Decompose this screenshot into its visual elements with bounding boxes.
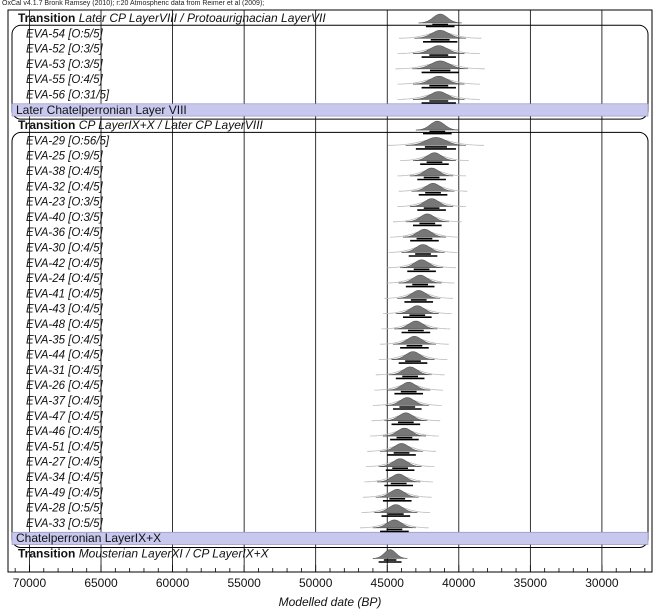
posterior-curve [409, 167, 454, 177]
phase-band-1 [11, 531, 649, 545]
posterior-curve [418, 13, 462, 24]
posterior-curve [382, 427, 426, 437]
posterior-curve [401, 244, 445, 253]
sample-label: EVA-43 [O:4/5] [26, 304, 104, 316]
posterior-curve [388, 366, 432, 376]
sample-label: EVA-30 [O:4/5] [26, 243, 104, 255]
posterior-curve [412, 75, 465, 85]
sample-label: EVA-36 [O:4/5] [26, 227, 104, 239]
x-tick-label: 65000 [84, 576, 118, 590]
transition-bold: Transition [18, 11, 79, 25]
posterior-curve [409, 198, 454, 207]
transition-label: Transition Later CP LayerVIII / Protoaur… [18, 11, 326, 25]
posterior-curve [394, 320, 438, 330]
sample-label: EVA-49 [O:4/5] [26, 487, 104, 499]
posterior-curve [375, 489, 419, 498]
posterior-curve [412, 91, 465, 100]
sample-label: EVA-35 [O:4/5] [26, 334, 104, 346]
sample-label: EVA-41 [O:4/5] [26, 288, 104, 300]
sample-label: EVA-54 [O:5/5] [26, 28, 104, 40]
sample-label: EVA-52 [O:3/5] [26, 44, 104, 56]
posterior-curve [379, 443, 424, 452]
posterior-curve [415, 120, 459, 131]
posterior-curve [384, 412, 428, 422]
posterior-curve [405, 213, 449, 223]
oxcal-header: OxCal v4.1.7 Bronk Ramsey (2010); r:20 A… [2, 0, 265, 7]
posterior-curve [402, 228, 446, 238]
transition-bold: Transition [18, 118, 79, 132]
posterior-curve [412, 152, 456, 161]
transition-label: Transition CP LayerIX+X / Later CP Layer… [18, 118, 264, 132]
sample-label: EVA-27 [O:4/5] [26, 457, 104, 469]
sample-label: EVA-42 [O:4/5] [26, 258, 104, 270]
sample-label: EVA-31 [O:4/5] [26, 365, 104, 377]
phase-label: Chatelperronian LayerIX+X [16, 531, 161, 545]
posterior-curve [392, 336, 436, 345]
phase-box-1 [11, 131, 649, 548]
sample-label: EVA-24 [O:4/5] [26, 273, 104, 285]
transition-italic: CP LayerIX+X / Later CP LayerVIII [79, 118, 264, 132]
posterior-curve [411, 183, 455, 192]
sample-label: EVA-29 [O:56/5] [26, 135, 110, 147]
transition-italic: Later CP LayerVIII / Protoaurignacian La… [79, 11, 327, 25]
posterior-curve [385, 397, 429, 406]
posterior-curve [391, 351, 435, 360]
x-tick-label: 55000 [227, 576, 261, 590]
phase-label: Later Chatelperronian Layer VIII [16, 103, 187, 117]
x-tick-label: 45000 [371, 576, 405, 590]
sample-label: EVA-28 [O:5/5] [26, 503, 104, 515]
x-tick-label: 70000 [13, 576, 47, 590]
posterior-curve [397, 290, 441, 299]
sample-label: EVA-48 [O:4/5] [26, 319, 104, 331]
posterior-curve [372, 519, 416, 529]
transition-bold: Transition [18, 547, 79, 561]
posterior-curve [405, 137, 467, 146]
sample-label: EVA-40 [O:3/5] [26, 212, 104, 224]
posterior-curve [395, 305, 439, 314]
sample-label: EVA-44 [O:4/5] [26, 350, 104, 362]
posterior-curve [398, 274, 442, 284]
x-tick-label: 35000 [514, 576, 548, 590]
posterior-curve [414, 30, 467, 39]
posterior-curve [412, 60, 469, 70]
posterior-curve [386, 381, 431, 391]
sample-label: EVA-55 [O:4/5] [26, 74, 104, 86]
sample-label: EVA-53 [O:3/5] [26, 59, 104, 71]
sample-label: EVA-56 [O:31/5] [26, 90, 110, 102]
transition-italic: Mousterian LayerXI / CP LayerIX+X [79, 547, 270, 561]
phase-box-0 [11, 24, 649, 120]
x-tick-label: 60000 [156, 576, 190, 590]
x-tick-label: 40000 [442, 576, 476, 590]
x-tick-label: 30000 [585, 576, 619, 590]
sample-label: EVA-37 [O:4/5] [26, 396, 104, 408]
transition-label: Transition Mousterian LayerXI / CP Layer… [18, 547, 270, 561]
sample-label: EVA-38 [O:4/5] [26, 166, 104, 178]
posterior-curve [412, 45, 465, 54]
sample-label: EVA-26 [O:4/5] [26, 380, 104, 392]
sample-label: EVA-51 [O:4/5] [26, 441, 104, 453]
posterior-curve [374, 504, 418, 513]
posterior-curve [376, 473, 421, 483]
posterior-curve [399, 259, 444, 269]
phase-band-0 [11, 103, 649, 117]
sample-label: EVA-25 [O:9/5] [26, 151, 104, 163]
sample-label: EVA-32 [O:4/5] [26, 181, 104, 193]
sample-label: EVA-46 [O:4/5] [26, 426, 104, 438]
sample-label: EVA-34 [O:4/5] [26, 472, 104, 484]
sample-label: EVA-33 [O:5/5] [26, 518, 104, 530]
posterior-curve [378, 458, 422, 467]
sample-label: EVA-47 [O:4/5] [26, 411, 104, 423]
x-axis-label: Modelled date (BP) [279, 595, 382, 609]
posterior-curve [372, 549, 408, 559]
sample-label: EVA-23 [O:3/5] [26, 197, 104, 209]
x-tick-label: 50000 [299, 576, 333, 590]
